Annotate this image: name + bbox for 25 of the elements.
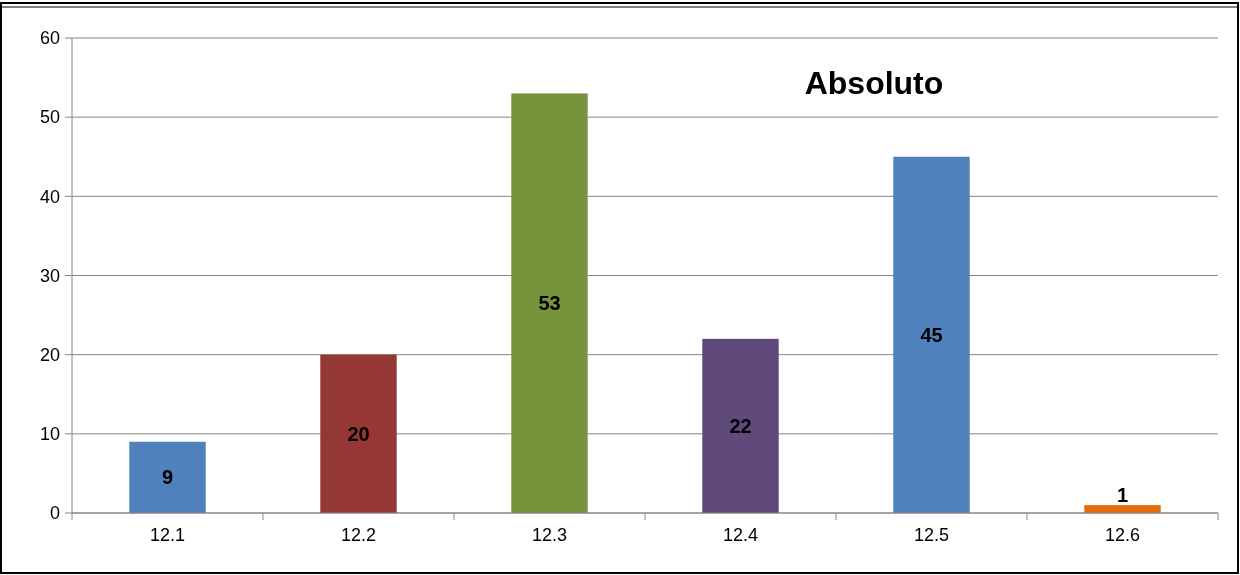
data-label: 22 [729,414,752,437]
data-label: 1 [1116,484,1129,507]
bar [129,441,206,513]
x-tick-label: 12.6 [1104,525,1141,545]
x-tick-label: 12.4 [722,525,759,545]
x-tick-label: 12.3 [531,525,568,545]
bar [511,93,588,513]
x-tick-label: 12.5 [913,525,950,545]
text: Absoluto [804,65,944,101]
data-label: 53 [538,292,561,315]
y-tick-label: 30 [39,265,60,286]
y-tick-label: 0 [49,503,60,524]
y-tick-label: 60 [39,28,60,49]
y-tick-label: 20 [39,344,60,365]
data-label: 9 [161,466,174,489]
y-tick-label: 40 [39,186,60,207]
data-label: 20 [347,422,370,445]
bar [320,354,397,513]
data-label: 45 [920,323,943,346]
x-tick-label: 12.1 [149,525,186,545]
y-tick-label: 10 [39,424,60,445]
bar [702,338,779,513]
y-tick-label: 50 [39,107,60,128]
x-tick-label: 12.2 [340,525,377,545]
bar [893,156,970,513]
